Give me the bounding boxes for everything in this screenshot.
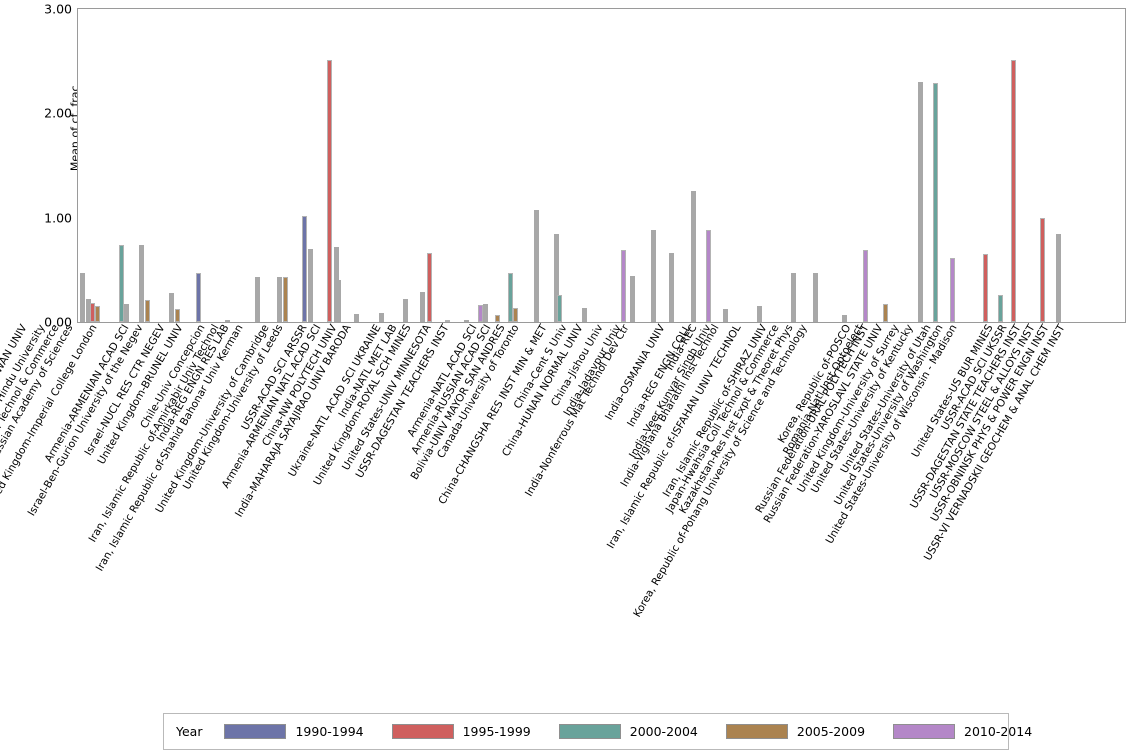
bar[interactable]: [813, 272, 818, 322]
legend-label: 2000-2004: [629, 724, 698, 739]
bar[interactable]: [464, 320, 469, 322]
legend-item[interactable]: 2010-2014: [893, 724, 1032, 739]
bar[interactable]: [842, 314, 847, 322]
legend-swatch: [391, 724, 454, 739]
bar-series-group: [78, 9, 1125, 322]
legend-label: 1990-1994: [295, 724, 364, 739]
bar[interactable]: [478, 305, 483, 322]
bar[interactable]: [557, 294, 562, 322]
bar[interactable]: [336, 280, 341, 322]
legend-swatch: [224, 724, 287, 739]
bar[interactable]: [139, 244, 144, 322]
bar[interactable]: [723, 309, 728, 322]
legend: Year 1990-1994 1995-1999 2000-2004 2005-200…: [163, 713, 1032, 750]
bar[interactable]: [998, 294, 1003, 322]
bar[interactable]: [277, 277, 282, 322]
bar[interactable]: [90, 303, 95, 322]
bar[interactable]: [918, 82, 923, 322]
bar[interactable]: [445, 319, 450, 322]
bar[interactable]: [225, 319, 230, 322]
bar[interactable]: [354, 313, 359, 322]
legend-item[interactable]: 2005-2009: [725, 724, 866, 739]
y-axis-tick-label: 1.00: [44, 210, 72, 226]
legend-item[interactable]: 1995-1999: [391, 724, 531, 739]
bar[interactable]: [706, 230, 711, 322]
legend-label: 1995-1999: [462, 724, 531, 739]
bar[interactable]: [255, 277, 260, 322]
bar[interactable]: [95, 306, 100, 322]
bar[interactable]: [420, 291, 425, 322]
bar[interactable]: [283, 277, 288, 322]
legend-label: 2005-2009: [796, 724, 866, 739]
bar[interactable]: [379, 312, 384, 322]
y-axis-tick-labels: 3.00 2.00 1.00 0.00: [0, 0, 72, 330]
bar[interactable]: [1040, 217, 1045, 322]
bar[interactable]: [145, 300, 150, 322]
legend-title: Year: [176, 724, 203, 739]
bar[interactable]: [933, 83, 938, 322]
bar[interactable]: [582, 308, 587, 322]
bar[interactable]: [863, 250, 868, 322]
bar[interactable]: [196, 272, 201, 322]
bar[interactable]: [621, 250, 626, 322]
legend-item[interactable]: 1990-1994: [224, 724, 364, 739]
bar[interactable]: [791, 272, 796, 322]
legend-swatch: [558, 724, 621, 739]
bar[interactable]: [119, 244, 124, 322]
bar[interactable]: [534, 210, 539, 322]
bar[interactable]: [308, 248, 313, 322]
bar[interactable]: [1011, 60, 1016, 322]
bar[interactable]: [327, 60, 332, 322]
legend-item[interactable]: 2000-2004: [558, 724, 698, 739]
bar[interactable]: [950, 258, 955, 322]
bar[interactable]: [403, 299, 408, 322]
bar[interactable]: [1056, 234, 1061, 322]
legend-label: 2010-2014: [964, 724, 1033, 739]
bar[interactable]: [80, 272, 85, 322]
bar[interactable]: [124, 304, 129, 322]
y-axis-tick-label: 2.00: [44, 105, 72, 121]
bar[interactable]: [169, 292, 174, 322]
bar[interactable]: [691, 190, 696, 322]
bar[interactable]: [630, 276, 635, 322]
y-axis-tick-label: 0.00: [44, 314, 72, 330]
bar[interactable]: [508, 272, 513, 322]
bar[interactable]: [651, 230, 656, 322]
legend-swatch: [725, 724, 788, 739]
bar[interactable]: [513, 308, 518, 322]
bar[interactable]: [483, 304, 488, 322]
bar[interactable]: [883, 304, 888, 322]
legend-swatch: [893, 724, 956, 739]
bar[interactable]: [302, 215, 307, 322]
bar[interactable]: [757, 306, 762, 322]
bar[interactable]: [554, 234, 559, 322]
y-axis-tick-label: 3.00: [44, 1, 72, 17]
bar[interactable]: [495, 314, 500, 322]
bar[interactable]: [669, 253, 674, 322]
bar[interactable]: [175, 309, 180, 322]
bar[interactable]: [427, 253, 432, 322]
bar[interactable]: [983, 254, 988, 322]
legend-items: 1990-1994 1995-1999 2000-2004 2005-2009 2010…: [224, 724, 1060, 739]
